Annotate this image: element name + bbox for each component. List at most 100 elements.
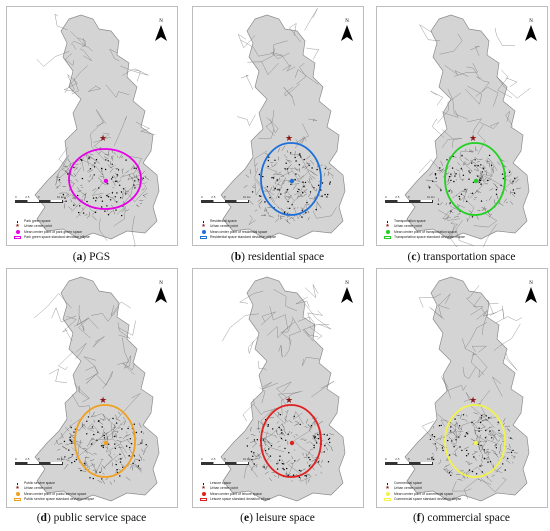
ellipse-legend-icon: [384, 497, 391, 501]
panel-caption: (d) public service space: [0, 512, 183, 524]
legend-item: Mean center point of public service spac…: [14, 492, 94, 497]
north-arrow-icon: N: [155, 19, 167, 41]
urban-center-star-icon: ★: [201, 223, 206, 230]
legend-label: Mean center point of commercial space: [394, 491, 454, 496]
scale-tick-label: 0: [15, 195, 17, 199]
ellipse-legend-icon: [200, 235, 207, 239]
mean-center-point: [289, 178, 295, 184]
mean-center-dot-icon: [385, 492, 390, 497]
map-canvas: ★N: [34, 276, 167, 502]
scale-tick-label: 5: [408, 195, 410, 199]
scale-tick-label: 10 km: [56, 195, 65, 199]
space-features: [58, 157, 144, 217]
standard-deviation-ellipse: [444, 142, 506, 216]
map-legend: Transportation space ★ Urban center point M…: [384, 219, 465, 240]
legend-label: Mean center point of park green space: [24, 229, 83, 234]
road-network: [36, 13, 156, 247]
road-network: [237, 8, 337, 225]
map-canvas: ★N: [34, 13, 167, 247]
north-label: N: [345, 281, 349, 286]
caption-letter: (b): [230, 251, 245, 263]
mean-center-dot-icon: [15, 492, 20, 497]
legend-item: Park green space: [14, 219, 90, 224]
mean-center-point: [473, 178, 479, 184]
road-network: [418, 285, 522, 500]
scale-tick-label: 10 km: [56, 457, 65, 461]
map-panel-d: ★ N 0 2.5 5 10 km Public service space ★ Urban c…: [6, 268, 178, 508]
legend-label: Leisure space: [209, 481, 232, 486]
scale-tick-label: 5: [408, 457, 410, 461]
scale-tick-label: 5: [38, 195, 40, 199]
legend-label: Public service space standard deviation …: [24, 496, 95, 501]
legend-item: ★ Urban center point: [14, 486, 94, 491]
north-label: N: [159, 281, 163, 286]
scale-bar: 0 2.5 5 10 km: [201, 457, 251, 465]
road-network: [34, 293, 142, 475]
road-network: [222, 284, 335, 485]
feature-point-icon: [202, 220, 205, 223]
legend-label: Urban center point: [210, 486, 238, 491]
legend-label: Mean center point of transportation spac…: [394, 229, 457, 234]
legend-item: Mean center point of leisure space: [200, 492, 270, 497]
panel-caption: (e) leisure space: [186, 512, 369, 524]
urban-center-star-icon: ★: [285, 395, 293, 405]
standard-deviation-ellipse: [74, 404, 136, 478]
legend-item: Public service space standard deviation …: [14, 497, 94, 502]
map-canvas: ★N: [220, 8, 353, 240]
scale-tick-label: 10 km: [242, 457, 251, 461]
map-legend: Public service space ★ Urban center point M…: [14, 481, 94, 502]
caption-letter: (c): [407, 251, 421, 263]
legend-label: Urban center point: [394, 224, 422, 229]
scale-tick-label: 10 km: [242, 195, 251, 199]
caption-letter: (e): [240, 512, 253, 524]
legend-label: Urban center point: [394, 486, 422, 491]
legend-label: Leisure space standard deviation ellipse: [210, 496, 271, 501]
scale-tick-label: 2.5: [211, 457, 216, 461]
scale-bar: 0 2.5 5 10 km: [385, 457, 435, 465]
mean-center-point: [473, 440, 479, 446]
legend-item: Transportation space: [384, 219, 465, 224]
map-panel-e: ★ N 0 2.5 5 10 km Leisure space ★ Urban center p…: [192, 268, 364, 508]
map-canvas: ★N: [404, 14, 537, 247]
map-canvas: ★N: [404, 276, 537, 502]
legend-label: Transportation space: [393, 219, 426, 224]
legend-item: Mean center point of transportation spac…: [384, 230, 465, 235]
scale-tick-label: 10 km: [426, 195, 435, 199]
map-panel-b: ★ N 0 2.5 5 10 km Residential space ★ Urban cent…: [192, 6, 364, 246]
scale-tick-label: 2.5: [395, 457, 400, 461]
feature-point-icon: [386, 482, 389, 485]
legend-item: Commercial space standard deviation elli…: [384, 497, 461, 502]
north-arrow-icon: N: [155, 281, 167, 303]
standard-deviation-ellipse: [260, 404, 322, 478]
legend-label: Park green space: [23, 219, 51, 224]
standard-deviation-ellipse: [444, 404, 506, 478]
legend-item: Residential space: [200, 219, 276, 224]
caption-text: residential space: [244, 251, 325, 263]
legend-label: Mean center point of residential space: [210, 229, 268, 234]
urban-fabric: [56, 411, 149, 485]
north-label: N: [159, 19, 163, 24]
legend-label: Park green space standard deviation elli…: [24, 234, 90, 239]
study-region: [404, 14, 530, 240]
mean-center-dot-icon: [201, 230, 206, 235]
legend-item: ★ Urban center point: [200, 486, 270, 491]
scale-tick-label: 0: [201, 195, 203, 199]
caption-text: transportation space: [420, 251, 516, 263]
urban-center-star-icon: ★: [385, 223, 390, 230]
urban-center-star-icon: ★: [385, 485, 390, 492]
caption-letter: (f): [412, 512, 425, 524]
caption-letter: (d): [36, 512, 51, 524]
space-features: [246, 414, 331, 478]
caption-text: commercial space: [424, 512, 511, 524]
legend-item: ★ Urban center point: [384, 224, 465, 229]
scale-tick-label: 0: [201, 457, 203, 461]
legend-label: Mean center point of leisure space: [210, 491, 262, 496]
mean-center-dot-icon: [201, 492, 206, 497]
scale-bar: 0 2.5 5 10 km: [385, 195, 435, 203]
mean-center-dot-icon: [15, 230, 20, 235]
legend-label: Urban center point: [24, 486, 52, 491]
scale-bar: 0 2.5 5 10 km: [201, 195, 251, 203]
ellipse-legend-icon: [200, 497, 207, 501]
scale-tick-label: 2.5: [211, 195, 216, 199]
scale-tick-label: 2.5: [25, 457, 30, 461]
